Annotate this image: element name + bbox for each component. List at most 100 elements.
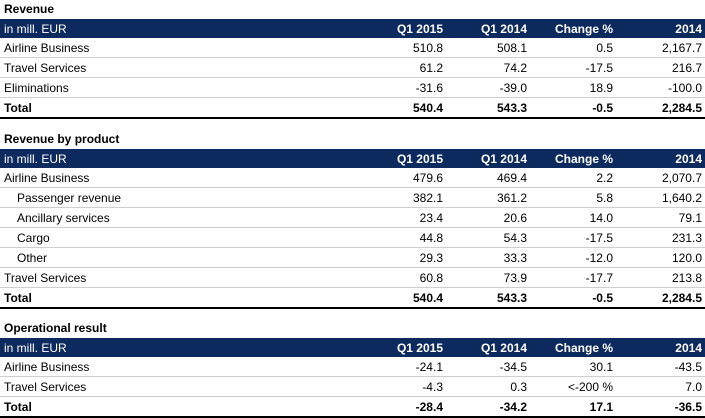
cell-q1-2015: 382.1 <box>330 187 446 208</box>
cell-q1-2014: 33.3 <box>446 247 530 268</box>
total-change: 17.1 <box>530 396 616 418</box>
total-2014: -36.5 <box>616 396 705 418</box>
total-2014: 2,284.5 <box>616 287 705 309</box>
cell-2014: 1,640.2 <box>616 187 705 208</box>
row-label: Travel Services <box>0 267 330 288</box>
cell-q1-2014: -39.0 <box>446 77 530 98</box>
cell-2014: 79.1 <box>616 207 705 228</box>
cell-q1-2015: -4.3 <box>330 376 446 397</box>
cell-q1-2014: -34.5 <box>446 357 530 377</box>
total-row: Total 540.4 543.3 -0.5 2,284.5 <box>0 97 705 119</box>
cell-2014: -43.5 <box>616 357 705 377</box>
row-label: Eliminations <box>0 77 330 98</box>
cell-2014: 213.8 <box>616 267 705 288</box>
cell-change: -12.0 <box>530 247 616 268</box>
row-label: Other <box>0 247 330 268</box>
header-q1-2014: Q1 2014 <box>480 21 527 36</box>
total-q1-2014: 543.3 <box>446 97 530 119</box>
total-q1-2015: -28.4 <box>330 396 446 418</box>
table-row: Passenger revenue 382.1 361.2 5.8 1,640.… <box>0 187 705 208</box>
header-change: Change % <box>554 21 613 36</box>
table-row: Other 29.3 33.3 -12.0 120.0 <box>0 247 705 268</box>
table-row: Airline Business -24.1 -34.5 30.1 -43.5 <box>0 357 705 377</box>
cell-2014: 216.7 <box>616 57 705 78</box>
total-label: Total <box>0 287 330 309</box>
header-change: Change % <box>554 340 613 355</box>
cell-q1-2014: 73.9 <box>446 267 530 288</box>
revenue-by-product-table: in mill. EUR Q1 2015 Q1 2014 Change % 20… <box>0 149 705 309</box>
row-label: Travel Services <box>0 376 330 397</box>
cell-change: 2.2 <box>530 168 616 188</box>
cell-q1-2015: 23.4 <box>330 207 446 228</box>
cell-change: -17.5 <box>530 57 616 78</box>
cell-q1-2014: 54.3 <box>446 227 530 248</box>
header-q1-2015: Q1 2015 <box>396 151 443 166</box>
cell-change: 30.1 <box>530 357 616 377</box>
operational-result-table: in mill. EUR Q1 2015 Q1 2014 Change % 20… <box>0 338 705 418</box>
row-label: Travel Services <box>0 57 330 78</box>
cell-2014: 2,070.7 <box>616 168 705 188</box>
row-label: Cargo <box>0 227 330 248</box>
cell-change: 5.8 <box>530 187 616 208</box>
total-label: Total <box>0 97 330 119</box>
cell-2014: 2,167.7 <box>616 38 705 58</box>
cell-q1-2015: 29.3 <box>330 247 446 268</box>
total-row: Total 540.4 543.3 -0.5 2,284.5 <box>0 287 705 309</box>
row-label: Airline Business <box>0 357 330 377</box>
row-label: Airline Business <box>0 38 330 58</box>
operational-result-section: Operational result in mill. EUR Q1 2015 … <box>0 319 705 418</box>
total-change: -0.5 <box>530 97 616 119</box>
total-label: Total <box>0 396 330 418</box>
total-change: -0.5 <box>530 287 616 309</box>
header-unit: in mill. EUR <box>4 21 67 36</box>
cell-q1-2015: 479.6 <box>330 168 446 188</box>
header-q1-2015: Q1 2015 <box>396 21 443 36</box>
cell-change: 14.0 <box>530 207 616 228</box>
table-row: Travel Services 61.2 74.2 -17.5 216.7 <box>0 57 705 78</box>
section-title: Revenue <box>4 2 55 16</box>
row-label: Airline Business <box>0 168 330 188</box>
cell-q1-2014: 0.3 <box>446 376 530 397</box>
cell-2014: -100.0 <box>616 77 705 98</box>
section-title: Operational result <box>4 321 107 335</box>
table-header-row: in mill. EUR Q1 2015 Q1 2014 Change % 20… <box>0 149 705 168</box>
header-q1-2014: Q1 2014 <box>480 151 527 166</box>
cell-q1-2014: 469.4 <box>446 168 530 188</box>
row-label: Passenger revenue <box>0 187 330 208</box>
header-unit: in mill. EUR <box>4 340 67 355</box>
total-q1-2014: 543.3 <box>446 287 530 309</box>
total-q1-2015: 540.4 <box>330 97 446 119</box>
total-q1-2014: -34.2 <box>446 396 530 418</box>
header-2014: 2014 <box>675 151 702 166</box>
table-row: Eliminations -31.6 -39.0 18.9 -100.0 <box>0 77 705 98</box>
cell-q1-2015: -24.1 <box>330 357 446 377</box>
table-row: Travel Services -4.3 0.3 <-200 % 7.0 <box>0 376 705 397</box>
row-label: Ancillary services <box>0 207 330 228</box>
table-row: Cargo 44.8 54.3 -17.5 231.3 <box>0 227 705 248</box>
table-row: Travel Services 60.8 73.9 -17.7 213.8 <box>0 267 705 288</box>
header-2014: 2014 <box>675 340 702 355</box>
cell-q1-2015: 44.8 <box>330 227 446 248</box>
cell-q1-2014: 20.6 <box>446 207 530 228</box>
table-row: Ancillary services 23.4 20.6 14.0 79.1 <box>0 207 705 228</box>
total-row: Total -28.4 -34.2 17.1 -36.5 <box>0 396 705 418</box>
cell-q1-2015: 60.8 <box>330 267 446 288</box>
table-header-row: in mill. EUR Q1 2015 Q1 2014 Change % 20… <box>0 19 705 38</box>
table-header-row: in mill. EUR Q1 2015 Q1 2014 Change % 20… <box>0 338 705 357</box>
revenue-by-product-section: Revenue by product in mill. EUR Q1 2015 … <box>0 130 705 309</box>
cell-q1-2015: -31.6 <box>330 77 446 98</box>
cell-2014: 120.0 <box>616 247 705 268</box>
cell-change: <-200 % <box>530 376 616 397</box>
cell-q1-2014: 508.1 <box>446 38 530 58</box>
header-q1-2014: Q1 2014 <box>480 340 527 355</box>
cell-change: 0.5 <box>530 38 616 58</box>
header-unit: in mill. EUR <box>4 151 67 166</box>
header-2014: 2014 <box>675 21 702 36</box>
cell-2014: 7.0 <box>616 376 705 397</box>
total-q1-2015: 540.4 <box>330 287 446 309</box>
cell-change: -17.5 <box>530 227 616 248</box>
cell-2014: 231.3 <box>616 227 705 248</box>
cell-q1-2014: 361.2 <box>446 187 530 208</box>
table-row: Airline Business 479.6 469.4 2.2 2,070.7 <box>0 168 705 188</box>
